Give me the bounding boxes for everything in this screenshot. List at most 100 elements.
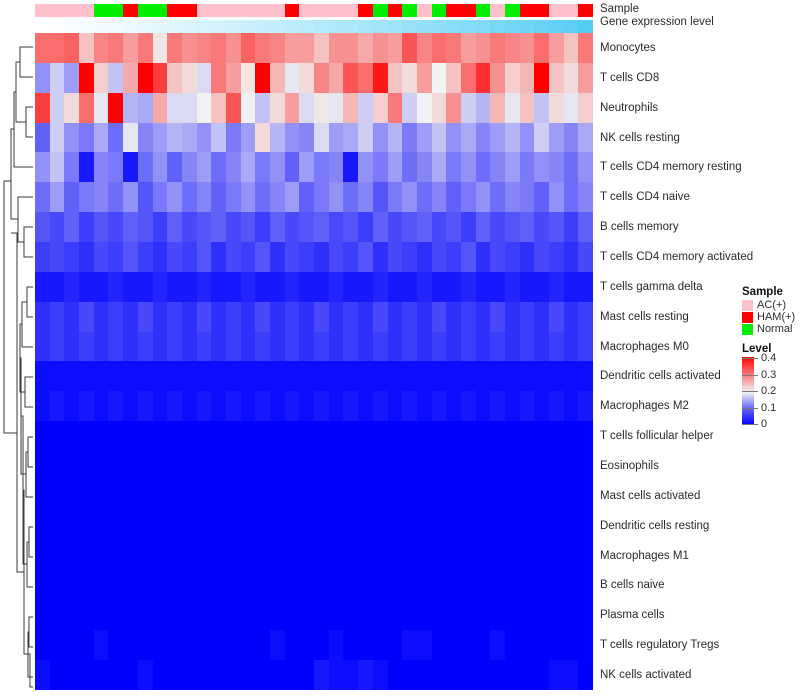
heatmap-cell: [137, 242, 153, 272]
heatmap-cell: [328, 331, 344, 362]
sample-annotation-cell: [108, 4, 124, 17]
heatmap-cell: [49, 630, 65, 661]
heatmap-cell: [240, 600, 256, 631]
sample-legend-swatch: [742, 300, 753, 311]
heatmap-cell: [387, 361, 403, 392]
heatmap-cell: [255, 570, 270, 601]
heatmap-cell: [284, 331, 300, 362]
heatmap-cell: [181, 62, 197, 93]
heatmap-cell: [402, 152, 417, 183]
heatmap-cell: [578, 630, 594, 661]
sample-annotation-cell: [328, 4, 344, 17]
heatmap-cell: [196, 600, 212, 631]
heatmap-cell: [416, 182, 432, 213]
heatmap-cell: [35, 92, 50, 123]
heatmap-cell: [387, 152, 403, 183]
heatmap-cell: [446, 570, 461, 601]
heatmap-cell: [240, 122, 256, 153]
heatmap-cell: [460, 182, 476, 213]
heatmap-cell: [505, 271, 520, 302]
heatmap-cell: [49, 421, 65, 452]
heatmap-cell: [211, 391, 226, 422]
heatmap-cell: [505, 33, 520, 63]
heatmap-cell: [372, 152, 388, 183]
row-label: T cells CD8: [600, 71, 660, 84]
heatmap-cell: [460, 361, 476, 392]
heatmap-cell: [211, 152, 226, 183]
heatmap-cell: [549, 62, 564, 93]
heatmap-cell: [416, 33, 432, 63]
heatmap-cell: [343, 540, 359, 571]
heatmap-cell: [490, 421, 505, 452]
heatmap-cell: [343, 33, 359, 63]
heatmap-cell: [549, 451, 564, 481]
heatmap-cell: [93, 391, 109, 422]
heatmap-cell: [225, 92, 241, 123]
heatmap-cell: [123, 451, 138, 481]
heatmap-cell: [563, 391, 579, 422]
heatmap-cell: [35, 271, 50, 302]
heatmap-cell: [211, 510, 226, 541]
heatmap-cell: [167, 421, 182, 452]
heatmap-cell: [563, 92, 579, 123]
heatmap-cell: [534, 421, 550, 452]
heatmap-cell: [387, 510, 403, 541]
heatmap-cell: [519, 451, 535, 481]
heatmap-cell: [79, 242, 94, 272]
heatmap-cell: [431, 451, 447, 481]
heatmap-cell: [299, 451, 315, 481]
heatmap-cell: [167, 510, 182, 541]
heatmap-cell: [563, 331, 579, 362]
heatmap-cell: [240, 540, 256, 571]
heatmap-cell: [240, 660, 256, 690]
heatmap-cell: [505, 510, 520, 541]
heatmap-cell: [402, 540, 417, 571]
heatmap-cell: [387, 480, 403, 511]
gene-expression-annotation-cell: [108, 20, 124, 33]
heatmap-cell: [402, 122, 417, 153]
heatmap-cell: [181, 301, 197, 332]
heatmap-cell: [431, 421, 447, 452]
heatmap-cell: [152, 301, 168, 332]
heatmap-cell: [152, 242, 168, 272]
heatmap-cell: [181, 570, 197, 601]
heatmap-cell: [328, 271, 344, 302]
heatmap-cell: [460, 92, 476, 123]
heatmap-cell: [225, 421, 241, 452]
heatmap-cell: [270, 122, 285, 153]
heatmap-cell: [240, 33, 256, 63]
heatmap-cell: [284, 182, 300, 213]
heatmap-cell: [328, 421, 344, 452]
heatmap-cell: [343, 182, 359, 213]
heatmap-cell: [534, 122, 550, 153]
heatmap-cell: [49, 480, 65, 511]
heatmap-cell: [416, 62, 432, 93]
heatmap-cell: [578, 391, 594, 422]
heatmap-cell: [79, 361, 94, 392]
heatmap-cell: [402, 212, 417, 243]
heatmap-cell: [35, 301, 50, 332]
heatmap-cell: [240, 152, 256, 183]
heatmap-cell: [79, 62, 94, 93]
heatmap-cell: [578, 451, 594, 481]
heatmap-cell: [35, 660, 50, 690]
heatmap-cell: [108, 242, 124, 272]
heatmap-cell: [108, 480, 124, 511]
heatmap-cell: [387, 271, 403, 302]
heatmap-grid: [35, 33, 594, 690]
sample-annotation-label: Sample: [600, 3, 639, 15]
heatmap-cell: [123, 391, 138, 422]
heatmap-cell: [211, 92, 226, 123]
heatmap-cell: [79, 570, 94, 601]
heatmap-cell: [255, 540, 270, 571]
row-label: Dendritic cells activated: [600, 370, 721, 383]
heatmap-cell: [416, 122, 432, 153]
heatmap-cell: [534, 301, 550, 332]
heatmap-row: [35, 62, 594, 93]
heatmap-cell: [35, 570, 50, 601]
heatmap-cell: [196, 182, 212, 213]
heatmap-cell: [416, 331, 432, 362]
heatmap-cell: [328, 361, 344, 392]
heatmap-row: [35, 122, 594, 153]
heatmap-cell: [108, 630, 124, 661]
